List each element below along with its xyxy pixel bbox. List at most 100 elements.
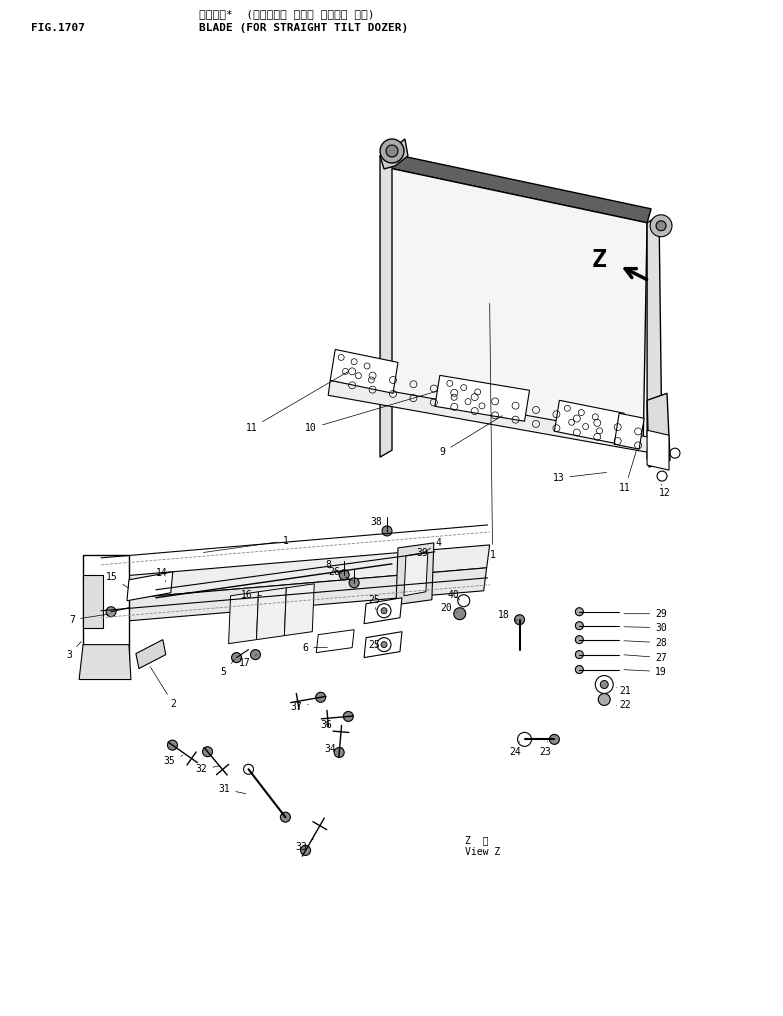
Circle shape bbox=[550, 735, 559, 745]
Circle shape bbox=[349, 578, 359, 588]
Circle shape bbox=[343, 711, 353, 721]
Text: 37: 37 bbox=[290, 702, 309, 712]
Text: 36: 36 bbox=[320, 720, 332, 731]
Circle shape bbox=[244, 764, 254, 774]
Circle shape bbox=[454, 608, 466, 620]
Polygon shape bbox=[257, 588, 287, 640]
Text: 29: 29 bbox=[624, 609, 667, 619]
Polygon shape bbox=[647, 215, 662, 459]
Text: 18: 18 bbox=[498, 610, 517, 621]
Text: 28: 28 bbox=[624, 638, 667, 647]
Text: 11: 11 bbox=[246, 372, 348, 433]
Text: 15: 15 bbox=[106, 572, 128, 588]
Polygon shape bbox=[316, 630, 354, 652]
Text: 12: 12 bbox=[659, 484, 671, 498]
Circle shape bbox=[598, 694, 610, 705]
Circle shape bbox=[576, 665, 583, 674]
Text: 6: 6 bbox=[302, 642, 327, 652]
Polygon shape bbox=[98, 545, 489, 600]
Polygon shape bbox=[404, 552, 428, 595]
Circle shape bbox=[576, 608, 583, 616]
Polygon shape bbox=[79, 644, 131, 680]
Text: 14: 14 bbox=[156, 568, 168, 582]
Polygon shape bbox=[364, 632, 402, 657]
Text: 22: 22 bbox=[616, 700, 631, 710]
Circle shape bbox=[280, 812, 290, 822]
Polygon shape bbox=[330, 350, 398, 393]
Text: View Z: View Z bbox=[465, 847, 500, 858]
Circle shape bbox=[381, 642, 387, 647]
Polygon shape bbox=[229, 591, 258, 643]
Polygon shape bbox=[95, 568, 487, 624]
Circle shape bbox=[656, 220, 666, 231]
Polygon shape bbox=[435, 375, 529, 422]
Text: 39: 39 bbox=[416, 548, 428, 558]
Text: FIG.1707: FIG.1707 bbox=[31, 23, 85, 34]
Text: 7: 7 bbox=[69, 614, 108, 625]
Circle shape bbox=[334, 748, 345, 758]
Circle shape bbox=[382, 526, 392, 535]
Polygon shape bbox=[384, 153, 651, 223]
Text: BLADE (FOR STRAIGHT TILT DOZER): BLADE (FOR STRAIGHT TILT DOZER) bbox=[199, 23, 408, 34]
Text: 33: 33 bbox=[295, 839, 313, 852]
Circle shape bbox=[386, 145, 398, 156]
Text: 23: 23 bbox=[539, 742, 551, 757]
Text: 25: 25 bbox=[368, 594, 380, 610]
Circle shape bbox=[232, 652, 241, 662]
Text: 20: 20 bbox=[440, 602, 457, 613]
Circle shape bbox=[576, 622, 583, 630]
Circle shape bbox=[518, 733, 532, 747]
Text: プレード*  (ストレート チルト ドーザー ヨウ): プレード* (ストレート チルト ドーザー ヨウ) bbox=[199, 9, 374, 19]
Circle shape bbox=[301, 845, 311, 855]
Text: 10: 10 bbox=[305, 391, 437, 433]
Circle shape bbox=[377, 638, 391, 651]
Polygon shape bbox=[647, 393, 670, 467]
Text: 11: 11 bbox=[619, 451, 637, 493]
Text: 4: 4 bbox=[422, 537, 442, 554]
Polygon shape bbox=[380, 139, 408, 169]
Text: 9: 9 bbox=[440, 416, 502, 457]
Circle shape bbox=[251, 649, 261, 659]
Polygon shape bbox=[83, 575, 103, 628]
Text: 8: 8 bbox=[325, 560, 342, 573]
Text: 1: 1 bbox=[204, 535, 288, 553]
Circle shape bbox=[339, 570, 349, 580]
Polygon shape bbox=[554, 400, 624, 444]
Text: Z: Z bbox=[592, 248, 607, 271]
Text: 5: 5 bbox=[221, 659, 235, 677]
Circle shape bbox=[650, 214, 672, 237]
Circle shape bbox=[576, 636, 583, 643]
Circle shape bbox=[106, 607, 116, 617]
Text: 26: 26 bbox=[328, 567, 352, 580]
Polygon shape bbox=[83, 555, 129, 659]
Circle shape bbox=[514, 615, 525, 625]
Text: 13: 13 bbox=[553, 472, 607, 483]
Polygon shape bbox=[328, 380, 649, 452]
Polygon shape bbox=[614, 414, 644, 449]
Polygon shape bbox=[396, 543, 434, 605]
Text: 1: 1 bbox=[489, 304, 496, 560]
Circle shape bbox=[601, 681, 608, 689]
Text: 16: 16 bbox=[240, 589, 262, 599]
Polygon shape bbox=[284, 584, 314, 636]
Circle shape bbox=[377, 604, 391, 618]
Text: 3: 3 bbox=[66, 642, 81, 659]
Text: 30: 30 bbox=[624, 623, 667, 633]
Text: 27: 27 bbox=[624, 652, 667, 662]
Text: 32: 32 bbox=[196, 764, 220, 774]
Polygon shape bbox=[380, 167, 647, 450]
Circle shape bbox=[316, 692, 326, 702]
Circle shape bbox=[380, 139, 404, 163]
Polygon shape bbox=[647, 430, 669, 470]
Text: 35: 35 bbox=[164, 755, 182, 766]
Circle shape bbox=[168, 740, 178, 750]
Text: 31: 31 bbox=[218, 784, 246, 795]
Text: 17: 17 bbox=[239, 654, 257, 668]
Polygon shape bbox=[136, 640, 166, 669]
Text: 24: 24 bbox=[510, 742, 521, 757]
Text: 38: 38 bbox=[370, 517, 388, 532]
Text: Z  矢: Z 矢 bbox=[465, 835, 489, 845]
Text: 25: 25 bbox=[368, 640, 380, 649]
Circle shape bbox=[381, 608, 387, 614]
Text: 40: 40 bbox=[448, 589, 460, 599]
